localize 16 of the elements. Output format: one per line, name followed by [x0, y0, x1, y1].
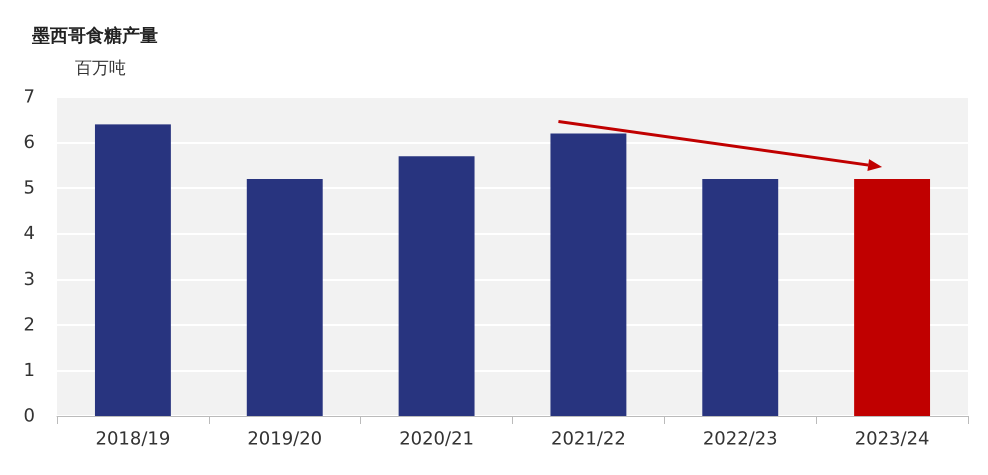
- y-tick-label: 1: [24, 360, 35, 381]
- y-axis-title: 百万吨: [75, 58, 126, 78]
- y-tick-label: 7: [24, 86, 35, 108]
- y-tick-label: 6: [24, 132, 35, 154]
- x-tick-label: 2020/21: [399, 428, 474, 450]
- x-tick-label: 2018/19: [96, 428, 170, 450]
- y-tick-label: 0: [24, 406, 35, 426]
- y-tick-label: 4: [24, 223, 35, 244]
- x-tick-label: 2019/20: [247, 428, 322, 450]
- x-tick-label: 2021/22: [551, 428, 626, 450]
- y-tick-label: 2: [24, 314, 35, 336]
- x-tick-label: 2023/24: [854, 428, 930, 450]
- y-tick-label: 3: [24, 268, 35, 290]
- chart-title: 墨西哥食糖产量: [31, 26, 158, 46]
- x-tick-label: 2022/23: [702, 428, 778, 450]
- y-tick-label: 5: [24, 178, 35, 199]
